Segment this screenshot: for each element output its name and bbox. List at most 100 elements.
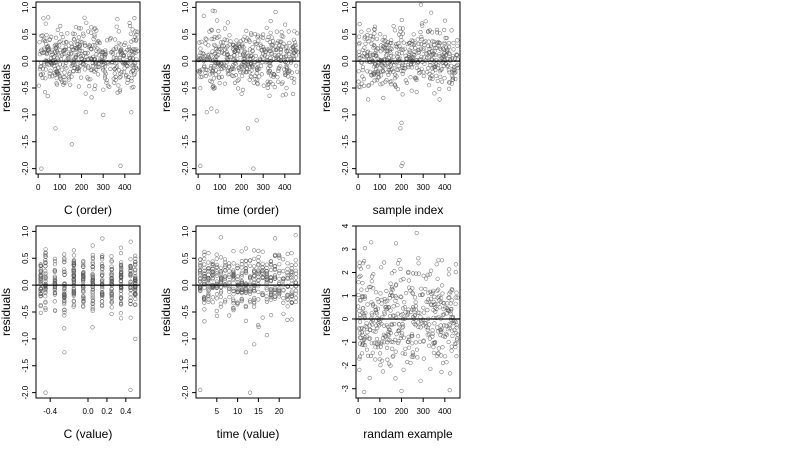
- data-point: [212, 34, 217, 40]
- data-point: [77, 43, 82, 49]
- x-tick-label: 0.0: [82, 407, 94, 416]
- data-point: [398, 294, 403, 299]
- data-point: [78, 26, 83, 31]
- data-point: [41, 46, 47, 51]
- data-point: [358, 298, 363, 303]
- data-point: [399, 388, 404, 394]
- data-point: [62, 308, 67, 313]
- data-point: [62, 300, 67, 305]
- data-point: [76, 26, 82, 31]
- data-point: [79, 48, 84, 54]
- data-point: [373, 62, 378, 67]
- panel-3: 0 100 200 300 400 -2.0 -1.5 -1.0 -0.5 0.0 0.5 1.0 sa…: [319, 1, 461, 217]
- data-point: [199, 39, 204, 44]
- data-point: [239, 265, 244, 270]
- data-point: [81, 33, 86, 38]
- data-point: [202, 265, 207, 270]
- data-point: [90, 256, 95, 262]
- data-point: [430, 334, 435, 339]
- data-point: [256, 324, 261, 330]
- data-point: [130, 68, 135, 74]
- data-point: [385, 345, 390, 351]
- data-point: [250, 48, 255, 54]
- data-point: [435, 288, 440, 293]
- data-point: [206, 55, 211, 60]
- x-tick-label: 20: [275, 407, 284, 416]
- data-point: [450, 333, 455, 339]
- data-point: [211, 69, 216, 74]
- x-tick-label: 300: [416, 183, 430, 192]
- data-point: [373, 290, 379, 295]
- data-point: [357, 52, 362, 58]
- data-point: [382, 34, 387, 40]
- data-point: [113, 46, 118, 51]
- data-point: [393, 337, 398, 343]
- y-tick-label: 1.0: [181, 1, 190, 13]
- data-point: [370, 322, 375, 327]
- data-point: [411, 32, 416, 37]
- data-point: [451, 40, 456, 46]
- data-point: [440, 291, 445, 296]
- data-point: [135, 29, 140, 35]
- data-point: [424, 299, 429, 305]
- data-point: [375, 345, 381, 350]
- data-point: [289, 293, 294, 298]
- data-point: [206, 275, 211, 281]
- data-point: [52, 290, 58, 295]
- y-tick-label: -3: [341, 385, 350, 393]
- data-point: [128, 31, 133, 36]
- y-tick-label: 0.0: [341, 55, 350, 67]
- data-point: [281, 269, 286, 274]
- data-point: [386, 327, 392, 332]
- data-point: [452, 69, 457, 74]
- data-point: [256, 274, 261, 279]
- data-point: [118, 276, 124, 281]
- data-point: [449, 28, 454, 33]
- data-point: [62, 284, 67, 289]
- data-point: [382, 297, 387, 302]
- data-point: [37, 52, 43, 57]
- data-point: [121, 69, 127, 75]
- data-point: [273, 236, 278, 241]
- data-point: [86, 65, 91, 70]
- data-point: [264, 333, 270, 338]
- data-point: [419, 54, 424, 60]
- data-point: [414, 77, 419, 82]
- data-point: [118, 279, 124, 284]
- data-point: [218, 235, 223, 240]
- data-point: [378, 351, 383, 356]
- data-point: [256, 254, 261, 260]
- data-point: [71, 293, 76, 299]
- data-point: [209, 79, 214, 84]
- data-point: [410, 333, 415, 339]
- data-point: [72, 31, 77, 37]
- data-point: [88, 30, 94, 35]
- data-point: [227, 269, 232, 274]
- data-point: [412, 313, 417, 318]
- data-point: [403, 346, 408, 351]
- y-tick-label: -2.0: [21, 385, 30, 399]
- data-point: [281, 300, 286, 306]
- data-point: [206, 251, 211, 256]
- data-point: [440, 313, 445, 318]
- data-point: [447, 51, 452, 57]
- data-point: [377, 323, 382, 328]
- data-point: [235, 280, 240, 285]
- data-point: [416, 50, 421, 56]
- data-point: [43, 390, 48, 395]
- data-point: [259, 44, 264, 49]
- data-point: [67, 55, 72, 60]
- data-point: [52, 275, 58, 281]
- data-point: [450, 328, 455, 333]
- data-point: [237, 52, 242, 58]
- data-point: [278, 49, 284, 55]
- data-point: [430, 331, 435, 337]
- data-point: [391, 313, 396, 318]
- data-point: [382, 39, 387, 44]
- data-point: [356, 69, 361, 74]
- data-point: [356, 326, 362, 331]
- data-point: [356, 280, 361, 285]
- data-point: [222, 274, 227, 279]
- data-point: [265, 82, 271, 87]
- x-tick-label: 0: [356, 183, 361, 192]
